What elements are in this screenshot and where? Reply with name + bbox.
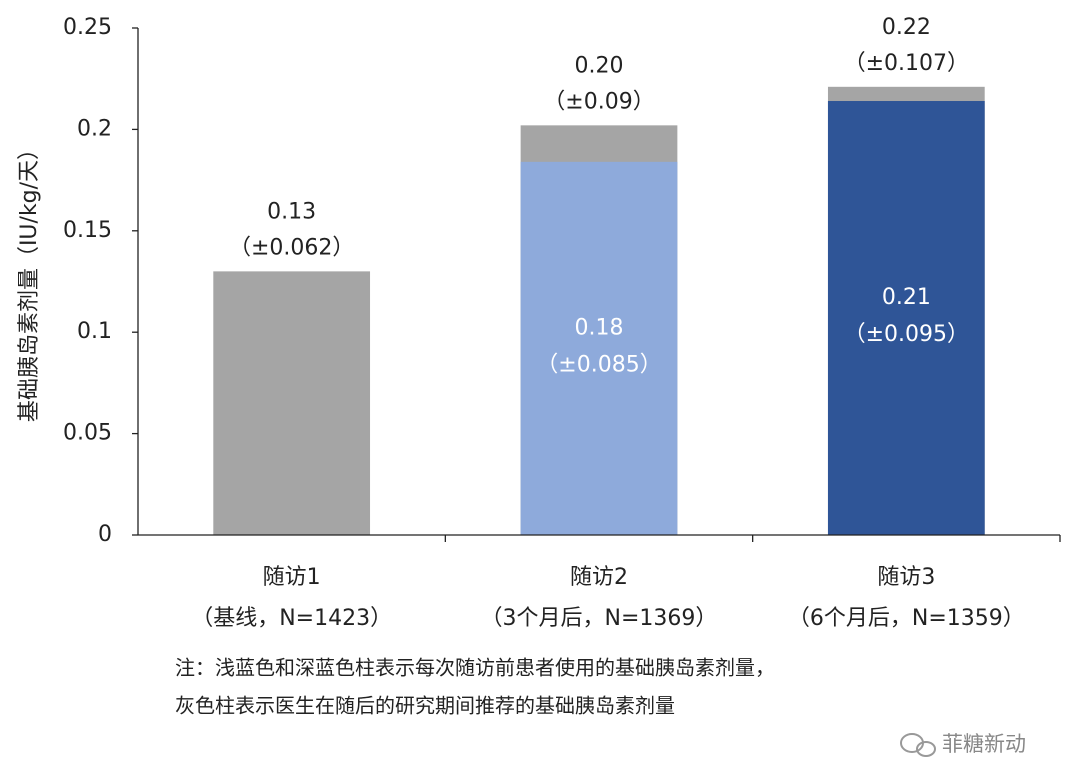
- y-axis-title: 基础胰岛素剂量（IU/kg/天）: [17, 138, 42, 422]
- error-label: （±0.107）: [844, 51, 969, 76]
- error-label: （±0.062）: [229, 235, 354, 260]
- watermark-icon: [900, 733, 936, 757]
- error-label: （±0.09）: [543, 89, 654, 114]
- y-tick-label: 0: [98, 522, 112, 547]
- value-label: 0.22: [882, 15, 931, 40]
- bar: [520, 161, 678, 535]
- bar: [827, 101, 985, 536]
- note-line: 注：浅蓝色和深蓝色柱表示每次随访前患者使用的基础胰岛素剂量，: [175, 656, 775, 680]
- x-tick-sublabel: （6个月后，N=1359）: [788, 606, 1025, 631]
- bar: [213, 271, 371, 535]
- x-tick-label: 随访2: [570, 565, 628, 590]
- value-label: 0.21: [882, 285, 931, 310]
- y-tick-label: 0.1: [77, 319, 112, 344]
- x-tick-label: 随访1: [263, 565, 321, 590]
- value-label: 0.13: [267, 199, 316, 224]
- note-line: 灰色柱表示医生在随后的研究期间推荐的基础胰岛素剂量: [175, 694, 675, 718]
- y-tick-label: 0.05: [63, 421, 112, 446]
- y-tick-label: 0.15: [63, 218, 112, 243]
- y-tick-label: 0.25: [63, 15, 112, 40]
- value-label: 0.20: [575, 53, 624, 78]
- error-label: （±0.085）: [536, 352, 661, 377]
- x-tick-label: 随访3: [877, 565, 935, 590]
- value-label: 0.18: [575, 315, 624, 340]
- error-label: （±0.095）: [844, 322, 969, 347]
- x-tick-sublabel: （3个月后，N=1369）: [481, 606, 718, 631]
- watermark: 菲糖新动: [942, 732, 1026, 756]
- y-tick-label: 0.2: [77, 116, 112, 141]
- x-tick-sublabel: （基线，N=1423）: [191, 606, 392, 631]
